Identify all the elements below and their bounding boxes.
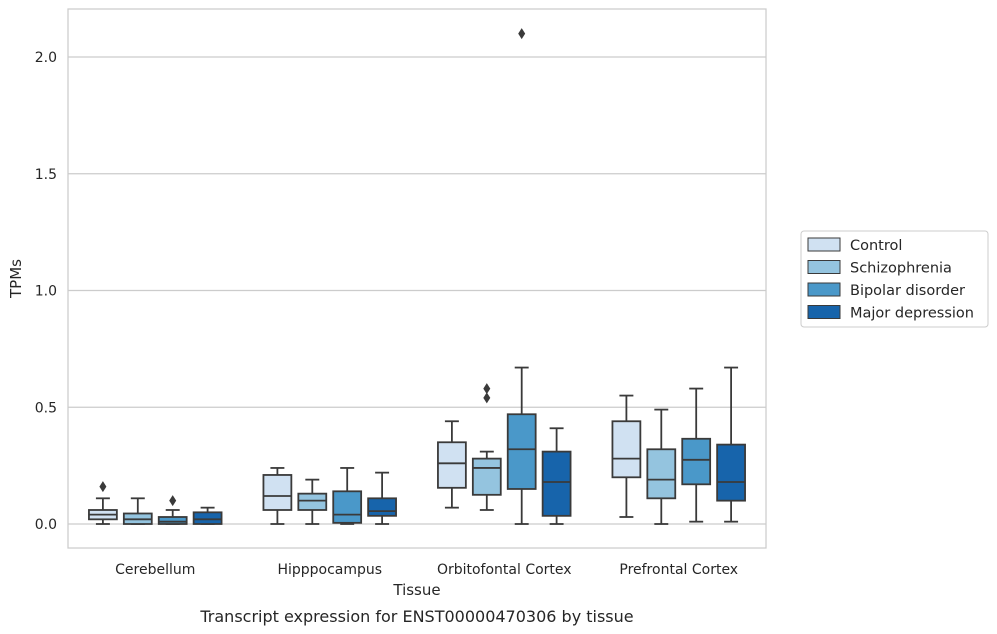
outlier-point: [169, 495, 177, 507]
plot-frame: [67, 8, 767, 549]
legend-label: Bipolar disorder: [850, 283, 965, 299]
x-tick-label: Hipppocampus: [277, 562, 382, 578]
legend-frame: [800, 230, 989, 328]
box: [716, 443, 746, 502]
y-tick-label: 1.5: [35, 167, 57, 183]
y-tick-label: 0.5: [35, 400, 57, 416]
legend-label: Major depression: [850, 306, 974, 322]
y-tick-labels: 0.0 0.5 1.0 1.5 2.0: [35, 50, 57, 533]
box-group: [541, 427, 572, 525]
legend: Control Schizophrenia Bipolar disorder Majo…: [800, 230, 989, 328]
legend-swatch: [807, 237, 841, 252]
box: [471, 457, 502, 496]
box-group: [88, 481, 118, 525]
box-group: [506, 28, 537, 525]
y-tick-label: 1.0: [35, 284, 57, 300]
box: [541, 450, 572, 517]
box: [611, 420, 642, 479]
box: [681, 437, 712, 486]
boxes: [88, 28, 746, 525]
box: [646, 448, 677, 500]
box-group: [192, 506, 223, 525]
box-group: [262, 467, 293, 525]
x-axis-label: Tissue: [392, 581, 440, 599]
outlier-point: [99, 481, 107, 493]
box-group: [297, 478, 328, 525]
box-group: [646, 408, 677, 525]
legend-label: Control: [850, 238, 902, 254]
legend-swatch: [807, 260, 841, 274]
legend-swatch: [807, 305, 841, 319]
box-group: [611, 394, 642, 518]
box: [262, 474, 293, 511]
y-axis-label: TPMs: [7, 259, 25, 299]
box-group: [681, 387, 712, 523]
outlier-point: [518, 28, 526, 40]
box-group: [332, 467, 363, 525]
x-tick-label: Prefrontal Cortex: [619, 562, 738, 578]
x-tick-label: Cerebellum: [115, 562, 195, 578]
box-group: [471, 383, 502, 511]
box-group: [157, 495, 188, 525]
box-group: [367, 471, 397, 525]
x-tick-label: Orbitofontal Cortex: [437, 562, 572, 578]
box: [192, 511, 223, 525]
box-group: [122, 497, 153, 525]
box: [506, 413, 537, 490]
gridlines: [68, 56, 766, 525]
outlier-point: [483, 392, 491, 404]
legend-swatch: [807, 282, 841, 297]
chart-caption: Transcript expression for ENST0000047030…: [199, 607, 633, 626]
box: [297, 492, 328, 511]
x-tick-labels: Cerebellum Hipppocampus Orbitofontal Corte…: [115, 562, 738, 578]
box: [437, 441, 467, 489]
box-group: [716, 366, 746, 523]
box: [367, 497, 397, 517]
box-group: [437, 420, 467, 509]
box: [332, 490, 363, 524]
y-tick-label: 0.0: [35, 517, 57, 533]
y-tick-label: 2.0: [35, 50, 57, 66]
box: [157, 516, 188, 525]
outlier-point: [483, 383, 491, 395]
legend-label: Schizophrenia: [850, 261, 952, 277]
